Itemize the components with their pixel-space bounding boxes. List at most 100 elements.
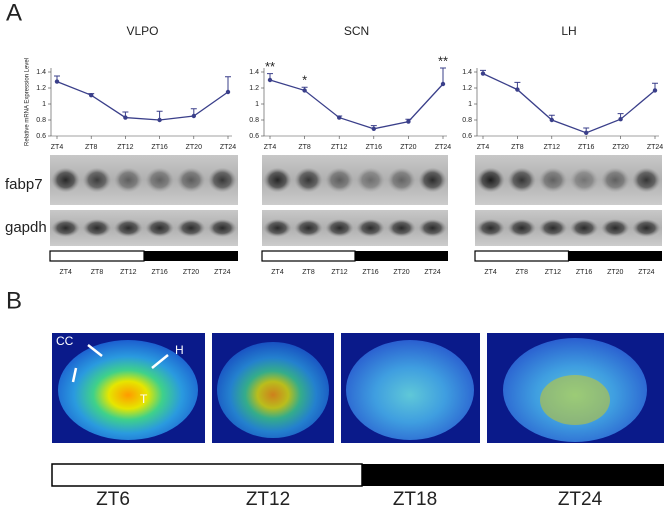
blot-band bbox=[476, 219, 505, 237]
blot-band bbox=[176, 167, 206, 193]
blot-band bbox=[356, 167, 385, 193]
blot-band bbox=[538, 167, 568, 193]
error-bar bbox=[440, 67, 446, 84]
blot-band bbox=[507, 167, 536, 193]
blot-band bbox=[263, 219, 292, 237]
data-point bbox=[652, 88, 658, 93]
x-tick-label: ZT20 bbox=[400, 144, 416, 151]
blot-band bbox=[145, 167, 174, 193]
panel-label: B bbox=[6, 287, 22, 314]
y-tick-label: 1 bbox=[42, 101, 46, 108]
y-tick-label: 1 bbox=[255, 101, 259, 108]
x-tick-label: ZT12 bbox=[545, 269, 561, 276]
blot-band bbox=[294, 219, 323, 237]
blot-band bbox=[325, 219, 354, 237]
blot-band bbox=[263, 167, 292, 193]
blot-band bbox=[632, 167, 661, 193]
blot-label: gapdh bbox=[5, 219, 47, 236]
data-point bbox=[515, 87, 520, 92]
x-tick-label: ZT16 bbox=[366, 144, 382, 151]
data-point bbox=[302, 88, 307, 93]
annotation: H bbox=[175, 343, 184, 357]
blot-band bbox=[632, 219, 661, 237]
blot-band bbox=[82, 219, 112, 237]
y-tick-label: 0.6 bbox=[462, 133, 472, 140]
blot-image bbox=[50, 210, 238, 246]
data-point bbox=[406, 119, 411, 124]
x-tick-label: ZT8 bbox=[302, 269, 315, 276]
y-axis-label: Relative mRNA Expression Level bbox=[25, 58, 31, 146]
x-tick-label: ZT24 bbox=[647, 144, 663, 151]
x-tick-label: ZT24 bbox=[220, 144, 236, 151]
blot-image bbox=[475, 155, 662, 205]
blot-band bbox=[507, 219, 536, 237]
blot-band bbox=[325, 167, 354, 193]
y-tick-label: 0.8 bbox=[249, 117, 259, 124]
data-point bbox=[337, 115, 342, 120]
panel-label: A bbox=[6, 0, 22, 26]
blot-band bbox=[114, 167, 143, 193]
blot-image bbox=[50, 155, 238, 205]
blot-band bbox=[294, 167, 323, 193]
significance: ** bbox=[265, 59, 275, 74]
data-point bbox=[440, 81, 446, 87]
time-label: ZT24 bbox=[558, 489, 603, 510]
x-tick-label: ZT16 bbox=[151, 144, 167, 151]
data-point bbox=[267, 77, 273, 83]
blot-label: fabp7 bbox=[5, 176, 43, 193]
x-tick-label: ZT20 bbox=[183, 269, 199, 276]
x-tick-label: ZT8 bbox=[91, 269, 104, 276]
blot-image bbox=[475, 210, 662, 246]
blot-band bbox=[418, 219, 447, 237]
significance: ** bbox=[438, 53, 448, 68]
light-bar bbox=[49, 250, 145, 262]
x-tick-label: ZT16 bbox=[362, 269, 378, 276]
data-point bbox=[191, 113, 196, 119]
data-point bbox=[157, 117, 162, 123]
dark-bar bbox=[568, 251, 662, 261]
annotation: T bbox=[140, 392, 148, 406]
x-tick-label: ZT12 bbox=[117, 144, 133, 151]
blot-band bbox=[51, 167, 80, 193]
x-tick-label: ZT16 bbox=[151, 269, 167, 276]
x-tick-label: ZT4 bbox=[484, 269, 497, 276]
x-tick-label: ZT12 bbox=[120, 269, 136, 276]
blot-band bbox=[176, 219, 206, 237]
x-tick-label: ZT4 bbox=[264, 144, 277, 151]
dark-bar bbox=[355, 251, 448, 261]
time-label: ZT12 bbox=[246, 489, 290, 510]
chart-title: SCN bbox=[344, 24, 369, 38]
x-tick-label: ZT8 bbox=[85, 144, 98, 151]
x-tick-label: ZT24 bbox=[638, 269, 654, 276]
y-tick-label: 1 bbox=[468, 101, 472, 108]
blot-band bbox=[569, 219, 599, 237]
data-point bbox=[584, 130, 589, 135]
time-label: ZT18 bbox=[393, 489, 437, 510]
x-tick-label: ZT20 bbox=[186, 144, 202, 151]
data-line bbox=[269, 79, 444, 130]
dark-bar bbox=[362, 464, 664, 486]
blot-band bbox=[387, 167, 416, 193]
data-point bbox=[549, 117, 554, 123]
blot-band bbox=[208, 167, 237, 193]
significance: * bbox=[302, 73, 307, 88]
light-bar bbox=[474, 250, 570, 262]
x-tick-label: ZT4 bbox=[51, 144, 64, 151]
y-tick-label: 1.4 bbox=[249, 69, 259, 76]
dark-bar bbox=[144, 251, 238, 261]
blot-image bbox=[262, 210, 448, 246]
data-line bbox=[56, 80, 229, 121]
x-tick-label: ZT8 bbox=[516, 269, 529, 276]
blot-band bbox=[538, 219, 568, 237]
x-tick-label: ZT12 bbox=[331, 269, 347, 276]
data-point bbox=[618, 117, 623, 122]
light-bar bbox=[51, 463, 363, 487]
chart-title: VLPO bbox=[126, 24, 158, 38]
x-tick-label: ZT8 bbox=[511, 144, 524, 151]
blot-band bbox=[476, 167, 505, 193]
y-tick-label: 0.6 bbox=[249, 133, 259, 140]
y-tick-label: 0.6 bbox=[36, 133, 46, 140]
y-tick-label: 1.2 bbox=[36, 85, 46, 92]
blot-band bbox=[208, 219, 237, 237]
